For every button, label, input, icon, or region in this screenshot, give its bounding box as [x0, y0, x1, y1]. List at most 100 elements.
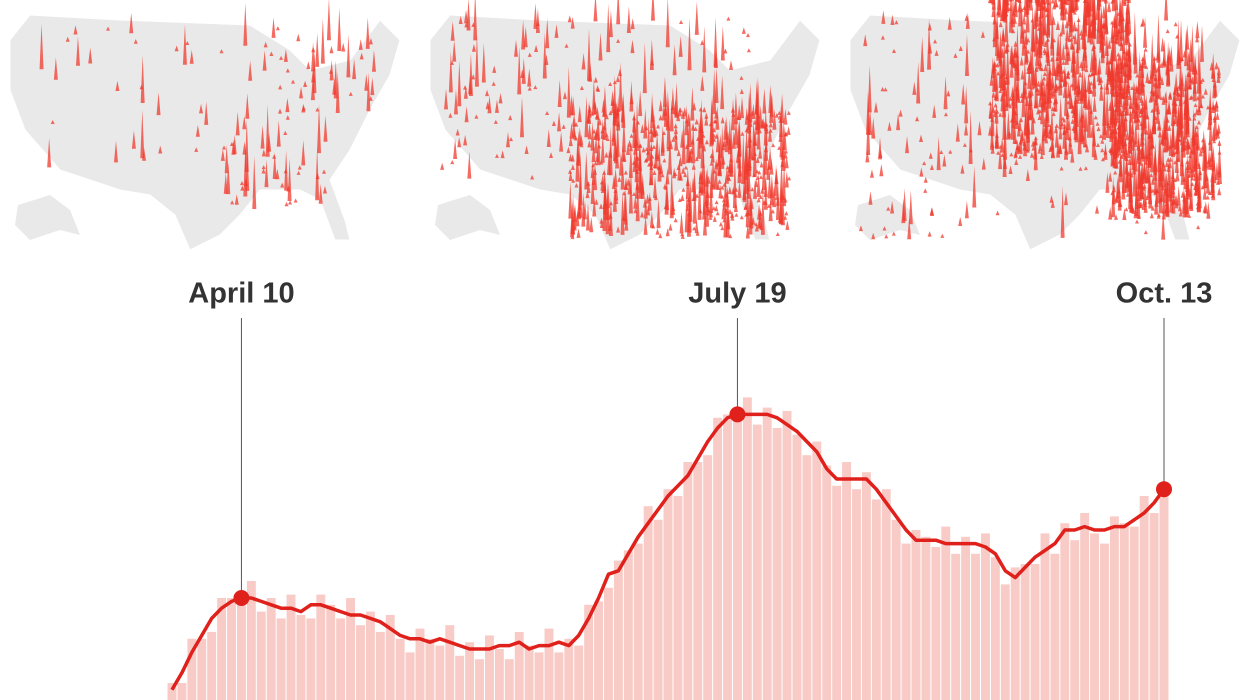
spike — [1096, 6, 1101, 44]
spike — [940, 233, 945, 238]
spike — [622, 150, 627, 163]
spike — [494, 153, 499, 158]
spike — [658, 233, 663, 239]
spike — [711, 183, 716, 190]
spike — [1133, 120, 1138, 144]
spike — [1089, 97, 1094, 125]
spike — [958, 216, 963, 226]
spike — [276, 120, 281, 147]
spike — [453, 138, 458, 160]
spike — [306, 61, 311, 70]
spike — [481, 42, 486, 83]
spike — [1073, 105, 1078, 141]
bar — [375, 632, 385, 700]
spike — [600, 133, 605, 163]
spike — [768, 128, 773, 133]
spike — [927, 17, 932, 70]
spike — [348, 91, 353, 96]
spike — [1135, 73, 1140, 78]
spike — [1114, 58, 1119, 77]
bar — [286, 594, 296, 700]
spike — [498, 93, 503, 104]
spike — [1061, 43, 1066, 61]
spike — [783, 108, 788, 125]
spike — [303, 80, 308, 87]
spike — [1212, 139, 1217, 144]
spike — [880, 86, 885, 92]
spike — [1101, 22, 1106, 28]
spike — [1122, 207, 1127, 220]
spike — [753, 179, 758, 199]
spike — [500, 150, 505, 159]
spike — [709, 167, 714, 199]
spike — [1109, 71, 1114, 95]
spike — [1179, 19, 1184, 62]
spike — [649, 126, 654, 143]
spike — [927, 231, 932, 237]
bar — [1020, 564, 1030, 700]
spike — [1175, 34, 1180, 39]
spike — [1149, 89, 1154, 94]
spike — [1079, 114, 1084, 123]
spike — [1139, 129, 1144, 147]
line — [170, 412, 1166, 691]
spike — [1113, 38, 1118, 44]
spike — [1110, 91, 1115, 96]
spike — [595, 106, 600, 120]
spike — [681, 166, 686, 174]
spike — [1117, 29, 1122, 34]
spike — [1171, 166, 1176, 190]
spike — [645, 193, 650, 204]
spike — [1124, 207, 1129, 212]
spike — [660, 125, 665, 153]
spike — [1156, 13, 1161, 63]
spike — [1135, 219, 1140, 224]
bar — [653, 519, 663, 700]
spike — [1160, 76, 1165, 85]
spike — [534, 44, 539, 53]
spike — [260, 125, 265, 149]
spike — [623, 170, 628, 175]
spike — [593, 0, 598, 22]
spike — [775, 180, 780, 221]
spike — [1156, 63, 1161, 100]
spike — [964, 122, 969, 136]
spike — [297, 165, 302, 170]
spike — [591, 163, 596, 168]
spike — [570, 16, 575, 29]
spike — [524, 145, 529, 155]
spike — [1216, 130, 1221, 135]
spike — [887, 121, 892, 131]
spike — [1185, 184, 1190, 215]
spike — [545, 110, 550, 116]
spike — [1121, 108, 1126, 113]
spike — [1155, 93, 1160, 98]
spike — [1117, 159, 1122, 164]
spike — [1178, 208, 1183, 217]
highlight-dot — [233, 590, 250, 606]
spike — [907, 217, 912, 240]
spike — [1004, 0, 1009, 13]
spike — [1200, 77, 1205, 82]
spike — [65, 36, 70, 42]
spike — [702, 164, 707, 215]
spike — [994, 139, 999, 144]
spike — [608, 10, 613, 38]
spike — [653, 175, 658, 199]
spike — [704, 169, 709, 187]
spike — [1082, 0, 1087, 3]
spike — [740, 131, 745, 136]
spike — [1131, 79, 1136, 120]
spike — [1002, 89, 1007, 140]
spike — [593, 161, 598, 166]
spike — [1148, 94, 1153, 103]
spike — [635, 181, 640, 222]
spike — [1031, 144, 1036, 151]
spike — [1010, 45, 1015, 63]
spike — [1213, 78, 1218, 97]
spike — [346, 34, 351, 78]
spike — [1173, 135, 1178, 150]
spike — [928, 152, 933, 159]
spike — [771, 143, 776, 148]
bar — [871, 499, 881, 700]
